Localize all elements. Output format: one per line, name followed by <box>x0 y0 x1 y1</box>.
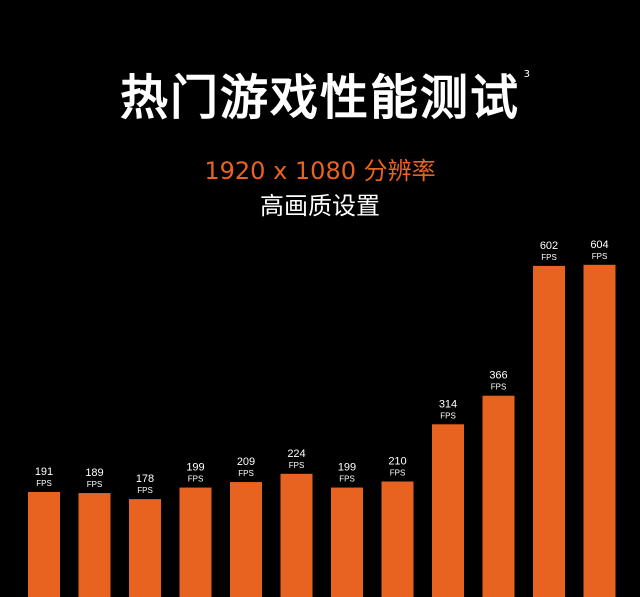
bar-value-label: 602 <box>540 240 558 252</box>
bar-value-label: 314 <box>439 398 457 410</box>
bar-unit-label: FPS <box>87 480 103 489</box>
bar <box>28 491 60 597</box>
chart-title-text: 热门游戏性能测试 <box>119 70 520 126</box>
bar-value-label: 191 <box>35 466 53 478</box>
bar-unit-label: FPS <box>188 475 204 484</box>
bar-unit-label: FPS <box>238 469 254 478</box>
bar <box>432 424 464 597</box>
bar <box>179 487 212 597</box>
chart-subtitle-resolution: 1920 x 1080 分辨率 <box>204 157 436 185</box>
bar <box>230 482 262 597</box>
bar-unit-label: FPS <box>339 475 355 484</box>
bar-value-label: 178 <box>136 473 154 485</box>
bar <box>280 473 313 597</box>
bar <box>381 481 414 597</box>
bar-unit-label: FPS <box>137 486 153 495</box>
bar-value-label: 366 <box>489 370 507 382</box>
chart-subtitle-quality: 高画质设置 <box>260 192 380 220</box>
bar-unit-label: FPS <box>491 383 507 392</box>
bar-unit-label: FPS <box>440 411 456 420</box>
bar <box>78 493 111 597</box>
bar-unit-label: FPS <box>390 469 406 478</box>
bar-unit-label: FPS <box>541 253 557 262</box>
bar-unit-label: FPS <box>592 252 608 261</box>
bar-value-label: 189 <box>85 467 103 479</box>
bar-value-label: 199 <box>186 462 204 474</box>
bar-unit-label: FPS <box>36 479 52 488</box>
bar-unit-label: FPS <box>289 461 305 470</box>
bar-value-label: 199 <box>338 462 356 474</box>
bar <box>533 265 565 597</box>
bar-value-label: 209 <box>237 456 255 468</box>
title-superscript: 3 <box>523 69 530 80</box>
bar-value-label: 210 <box>388 456 406 468</box>
title-wrap: 热门游戏性能测试 3 <box>0 68 640 128</box>
bar <box>129 499 161 597</box>
bar-value-label: 604 <box>590 239 608 251</box>
bar <box>583 264 616 597</box>
bar <box>331 487 363 597</box>
bar-value-label: 224 <box>287 448 305 460</box>
chart-title: 热门游戏性能测试 3 <box>119 68 530 128</box>
bar <box>482 395 515 597</box>
